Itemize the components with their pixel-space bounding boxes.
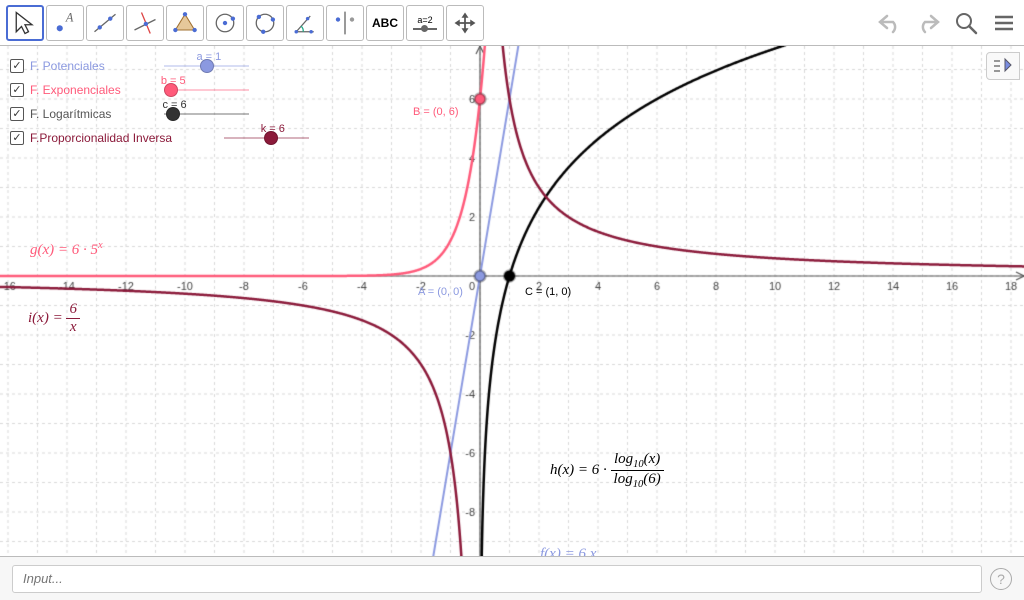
algebra-toggle[interactable] xyxy=(986,52,1020,80)
right-tools xyxy=(876,9,1018,37)
checkbox-1[interactable] xyxy=(10,83,24,97)
tool-circle-3pt[interactable] xyxy=(246,5,284,41)
checkbox-label-0: F. Potenciales xyxy=(30,59,105,73)
formula-g: g(x) = 6 · 5x xyxy=(30,240,103,259)
formula-h: h(x) = 6 · log10(x)log10(6) xyxy=(550,451,664,490)
tool-move-view[interactable] xyxy=(446,5,484,41)
tool-text-label: ABC xyxy=(372,16,398,30)
slider-b[interactable]: b = 5 xyxy=(164,89,249,91)
tool-line[interactable] xyxy=(86,5,124,41)
point-label-b: B = (0, 6) xyxy=(413,106,459,118)
graphics-view[interactable]: F. Potenciales a = 1 F. Exponenciales b = 5… xyxy=(0,46,1024,556)
checkbox-label-1: F. Exponenciales xyxy=(30,83,121,97)
formula-f: f(x) = 6 x xyxy=(540,546,596,556)
tool-slider-label: a=2 xyxy=(413,15,437,25)
input-bar: ? xyxy=(0,556,1024,600)
redo-icon[interactable] xyxy=(914,9,942,37)
point-label-a: A = (0, 0) xyxy=(418,286,463,298)
slider-c[interactable]: c = 6 xyxy=(164,113,249,115)
tool-text[interactable]: ABC xyxy=(366,5,404,41)
controls-panel: F. Potencialesa = 1F. Exponencialesb = 5… xyxy=(10,54,172,150)
tool-reflect[interactable] xyxy=(326,5,364,41)
slider-a[interactable]: a = 1 xyxy=(164,65,249,67)
checkbox-label-3: F.Proporcionalidad Inversa xyxy=(30,131,172,145)
menu-icon[interactable] xyxy=(990,9,1018,37)
checkbox-3[interactable] xyxy=(10,131,24,145)
checkbox-2[interactable] xyxy=(10,107,24,121)
undo-icon[interactable] xyxy=(876,9,904,37)
tool-polygon[interactable] xyxy=(166,5,204,41)
slider-k[interactable]: k = 6 xyxy=(224,137,309,139)
checkbox-label-2: F. Logarítmicas xyxy=(30,107,111,121)
tool-move[interactable] xyxy=(6,5,44,41)
help-icon[interactable]: ? xyxy=(990,568,1012,590)
point-label-c: C = (1, 0) xyxy=(525,286,571,298)
search-icon[interactable] xyxy=(952,9,980,37)
tool-circle-center[interactable] xyxy=(206,5,244,41)
input-field[interactable] xyxy=(12,565,982,593)
tool-angle[interactable] xyxy=(286,5,324,41)
tool-point[interactable]: A xyxy=(46,5,84,41)
toolbar: A ABC a=2 xyxy=(0,0,1024,46)
tool-perpendicular[interactable] xyxy=(126,5,164,41)
formula-i: i(x) = 6x xyxy=(28,301,80,336)
svg-text:A: A xyxy=(65,10,74,24)
tool-slider[interactable]: a=2 xyxy=(406,5,444,41)
checkbox-0[interactable] xyxy=(10,59,24,73)
